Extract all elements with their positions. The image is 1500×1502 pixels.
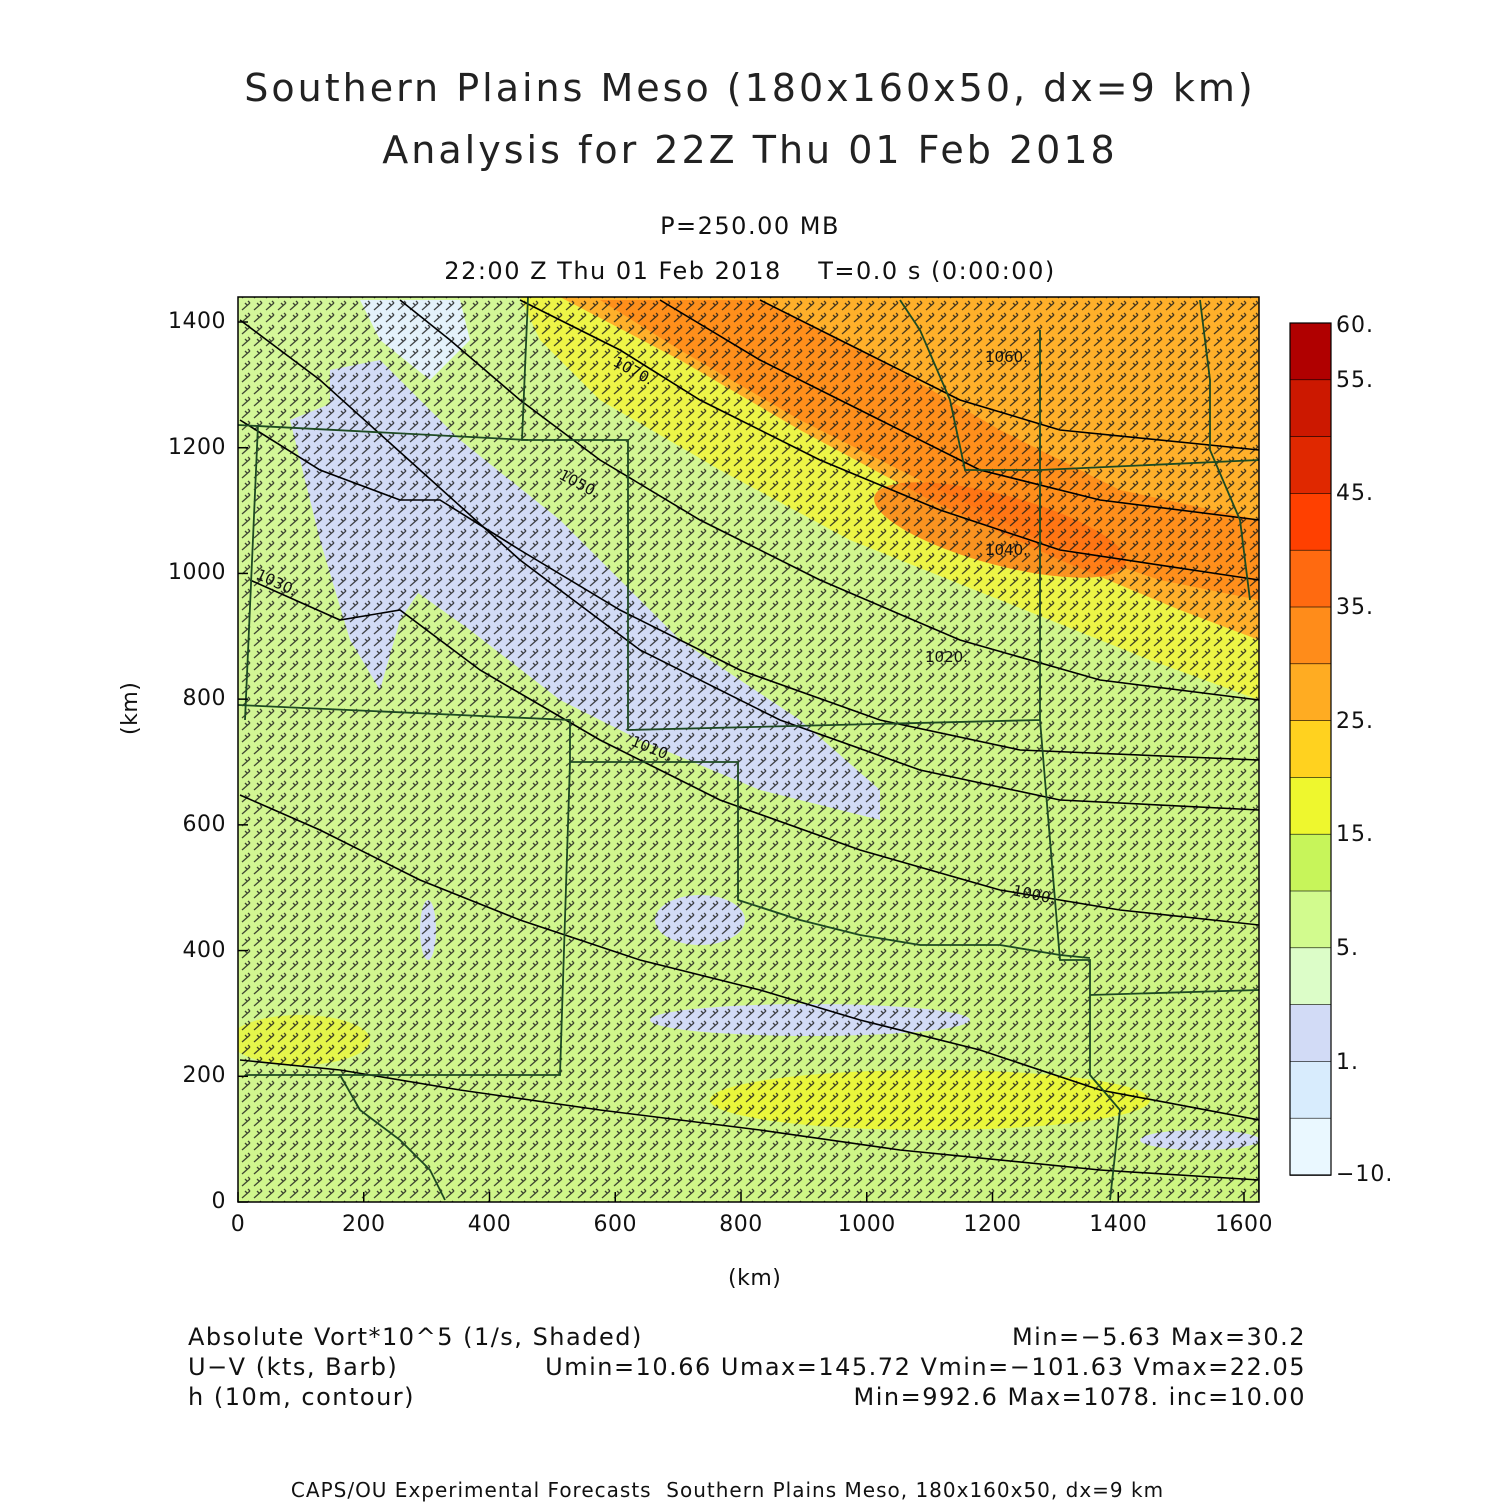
- colorbar-segment: [1289, 890, 1332, 949]
- colorbar-segment: [1289, 322, 1332, 381]
- colorbar-segment: [1289, 606, 1332, 665]
- legend-height-stats: Min=992.6 Max=1078. inc=10.00: [853, 1383, 1306, 1411]
- y-tick-label: 0: [211, 1189, 226, 1214]
- x-tick-label: 400: [467, 1212, 512, 1237]
- colorbar-segment: [1289, 833, 1332, 892]
- plot-frame: [237, 296, 1260, 1203]
- colorbar-segment: [1289, 777, 1332, 836]
- y-tick-label: 1000: [168, 560, 226, 586]
- valid-time: 22:00 Z Thu 01 Feb 2018 T=0.0 s (0:00:00…: [444, 257, 1056, 285]
- x-axis-label: (km): [728, 1266, 782, 1291]
- plot-area: 1070. 1060. 1050. 1040. 1030. 1020. 1010…: [238, 297, 1259, 1202]
- chart-subtitle: Analysis for 22Z Thu 01 Feb 2018: [382, 128, 1118, 172]
- y-axis-label: (km): [118, 681, 143, 735]
- y-tick-label: 600: [182, 811, 226, 837]
- contour-1070: [519, 299, 1259, 581]
- contour-1050: [249, 579, 1259, 926]
- border-mississippi-river: [1199, 299, 1251, 601]
- y-tick-label: 200: [182, 1063, 226, 1089]
- contour-upper-3: [399, 299, 1259, 701]
- legend-vort-stats: Min=−5.63 Max=30.2: [1011, 1323, 1306, 1351]
- colorbar-label: −10.: [1336, 1162, 1394, 1187]
- border-texas-panhandle: [245, 761, 571, 1076]
- border-west-1: [244, 424, 259, 721]
- colorbar-label: 1.: [1336, 1050, 1359, 1075]
- colorbar-label: 60.: [1336, 313, 1374, 338]
- y-tick-label: 1400: [168, 309, 226, 334]
- x-tick-label: 600: [593, 1212, 637, 1237]
- height-contours: [239, 299, 1259, 1181]
- colorbar-segment: [1289, 947, 1332, 1006]
- border-arkansas: [1039, 719, 1121, 1201]
- x-tick-label: 1200: [963, 1212, 1022, 1237]
- legend-wind-stats: Umin=10.66 Umax=145.72 Vmin=−101.63 Vmax…: [545, 1353, 1306, 1381]
- border-colorado-north: [238, 424, 529, 441]
- border-kansas: [521, 297, 1041, 731]
- contour-lower-1: [239, 1059, 1259, 1181]
- contour-1040: [239, 794, 1259, 1121]
- border-missouri: [899, 299, 1259, 471]
- colorbar-segment: [1289, 379, 1332, 438]
- y-tick-label: 1200: [168, 434, 226, 460]
- colorbar-label: 5.: [1336, 936, 1359, 961]
- x-axis-ticks: [237, 1192, 1245, 1202]
- colorbar: [1289, 322, 1332, 1176]
- colorbar-segment: [1289, 720, 1332, 779]
- border-oklahoma: [238, 704, 1091, 959]
- x-tick-label: 0: [230, 1212, 246, 1237]
- colorbar-segment: [1289, 549, 1332, 608]
- x-tick-label: 200: [342, 1212, 386, 1237]
- legend-height-label: h (10m, contour): [188, 1383, 416, 1411]
- colorbar-label: 25.: [1336, 709, 1374, 734]
- footer-credit: CAPS/OU Experimental Forecasts Southern …: [290, 1478, 1165, 1502]
- legend-vort-label: Absolute Vort*10^5 (1/s, Shaded): [188, 1323, 643, 1351]
- contour-upper-2: [659, 299, 1259, 521]
- colorbar-frame: [1289, 322, 1332, 1176]
- colorbar-segment: [1289, 1061, 1332, 1120]
- wind-barb-field: [238, 297, 1259, 1202]
- contour-upper-4: [239, 419, 1259, 761]
- x-tick-label: 800: [719, 1212, 763, 1237]
- colorbar-label: 45.: [1336, 481, 1374, 506]
- y-axis-ticks: [238, 321, 248, 1203]
- y-tick-label: 400: [182, 937, 226, 963]
- x-tick-label: 1400: [1089, 1212, 1148, 1237]
- legend-wind-label: U−V (kts, Barb): [188, 1353, 399, 1381]
- colorbar-segment: [1289, 663, 1332, 722]
- colorbar-label: 55.: [1336, 368, 1374, 393]
- contour-1060: [239, 319, 1259, 811]
- contour-upper-1: [759, 299, 1259, 451]
- x-tick-label: 1600: [1215, 1212, 1273, 1237]
- contour-label: 1040.: [985, 541, 1028, 559]
- colorbar-label: 15.: [1336, 822, 1374, 847]
- contour-label: 1060.: [985, 348, 1028, 366]
- colorbar-segment: [1289, 1004, 1332, 1063]
- colorbar-segment: [1289, 1117, 1332, 1176]
- border-louisiana: [1089, 989, 1259, 996]
- border-rio-grande: [339, 1074, 446, 1201]
- pressure-level: P=250.00 MB: [660, 212, 840, 240]
- y-tick-label: 800: [182, 686, 226, 712]
- chart-title: Southern Plains Meso (180x160x50, dx=9 k…: [244, 66, 1256, 110]
- contour-label: 1020.: [925, 648, 968, 666]
- colorbar-label: 35.: [1336, 595, 1374, 620]
- state-boundaries: [238, 297, 1259, 1201]
- colorbar-segment: [1289, 436, 1332, 495]
- colorbar-segment: [1289, 493, 1332, 551]
- x-tick-label: 1000: [837, 1212, 896, 1237]
